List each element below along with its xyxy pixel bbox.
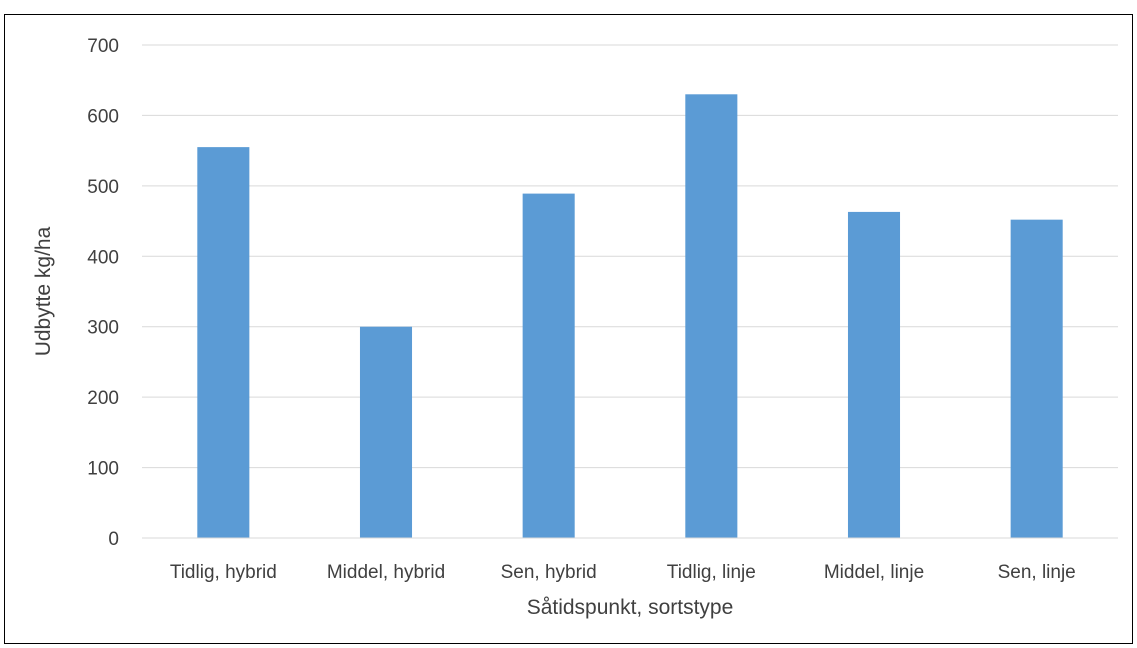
x-tick-label: Tidlig, linje xyxy=(667,562,756,583)
bar xyxy=(847,211,901,538)
x-tick-label: Sen, linje xyxy=(998,562,1076,583)
y-tick-label: 300 xyxy=(87,318,119,339)
bar xyxy=(197,147,250,538)
y-tick-label: 200 xyxy=(87,388,119,409)
y-tick-label: 400 xyxy=(87,247,119,268)
bar xyxy=(1010,219,1063,539)
y-axis-ticks: 0 100 200 300 400 500 600 700 xyxy=(87,36,119,550)
bar xyxy=(359,326,413,538)
x-axis-title: Såtidspunkt, sortstype xyxy=(527,596,734,619)
bar xyxy=(685,94,738,539)
bar xyxy=(522,193,575,538)
x-axis-ticks: Tidlig, hybrid Middel, hybrid Sen, hybrid T… xyxy=(170,562,1076,583)
gridlines xyxy=(142,44,1118,469)
x-tick-label: Middel, hybrid xyxy=(327,562,445,583)
bars xyxy=(197,94,1063,539)
y-axis-title: Udbytte kg/ha xyxy=(32,226,55,356)
x-tick-label: Sen, hybrid xyxy=(501,562,597,583)
y-tick-label: 500 xyxy=(87,177,119,198)
y-tick-label: 100 xyxy=(87,459,119,480)
x-tick-label: Tidlig, hybrid xyxy=(170,562,277,583)
y-tick-label: 0 xyxy=(108,529,119,550)
x-tick-label: Middel, linje xyxy=(824,562,924,583)
y-tick-label: 700 xyxy=(87,36,119,57)
y-tick-label: 600 xyxy=(87,106,119,127)
